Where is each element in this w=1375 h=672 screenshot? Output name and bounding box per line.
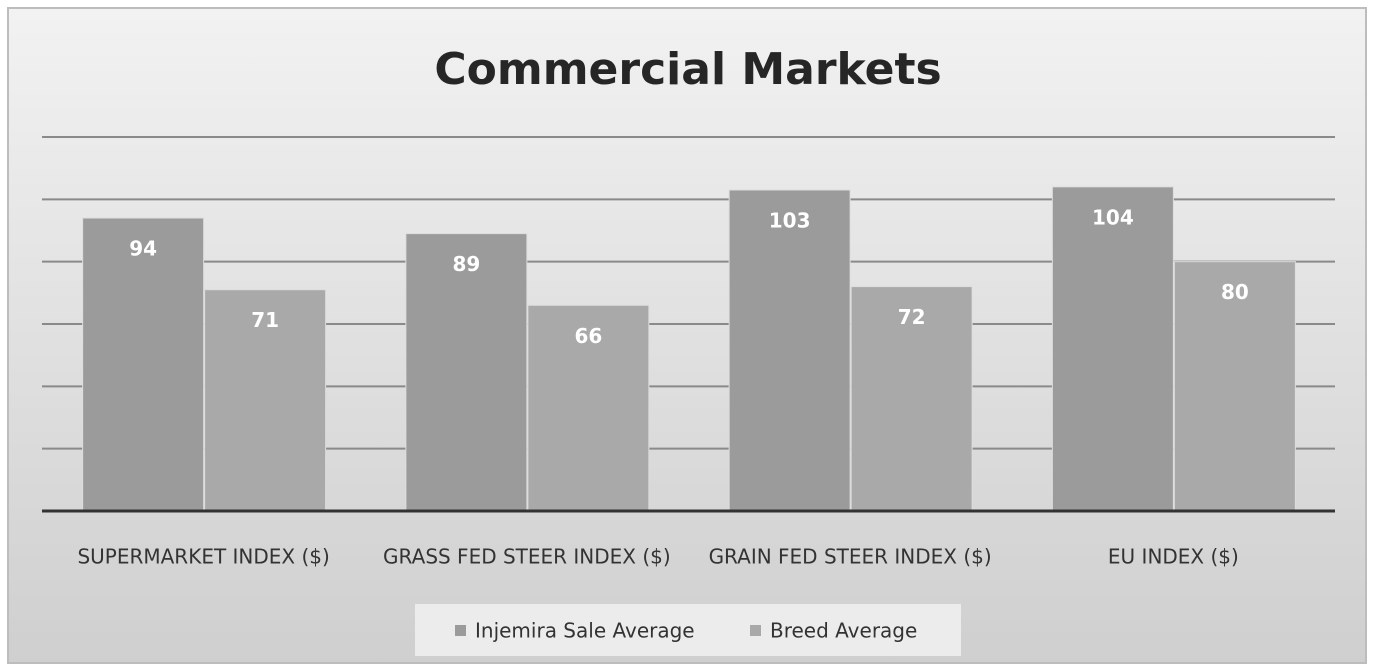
x-tick-label: GRAIN FED STEER INDEX ($) (709, 545, 992, 569)
chart-title: Commercial Markets (434, 44, 941, 95)
x-tick-label: EU INDEX ($) (1108, 545, 1239, 569)
x-tick-label: GRASS FED STEER INDEX ($) (383, 545, 671, 569)
bar (728, 189, 851, 512)
legend-swatch (455, 625, 466, 636)
data-label: 80 (1221, 280, 1249, 304)
bar (204, 289, 327, 512)
data-label: 71 (251, 308, 279, 332)
data-label: 72 (898, 305, 926, 329)
x-tick-label: SUPERMARKET INDEX ($) (77, 545, 329, 569)
data-label: 104 (1092, 205, 1134, 229)
data-label: 66 (574, 324, 602, 348)
data-label: 89 (452, 252, 480, 276)
legend-label: Injemira Sale Average (475, 619, 695, 643)
legend-swatch (750, 625, 761, 636)
bar (850, 286, 973, 512)
bar (1173, 261, 1296, 512)
legend-label: Breed Average (770, 619, 917, 643)
bar (82, 217, 205, 512)
legend-box (415, 604, 961, 656)
bar (527, 304, 650, 512)
data-label: 94 (129, 237, 157, 261)
data-label: 103 (769, 208, 811, 232)
bar (1051, 186, 1174, 512)
